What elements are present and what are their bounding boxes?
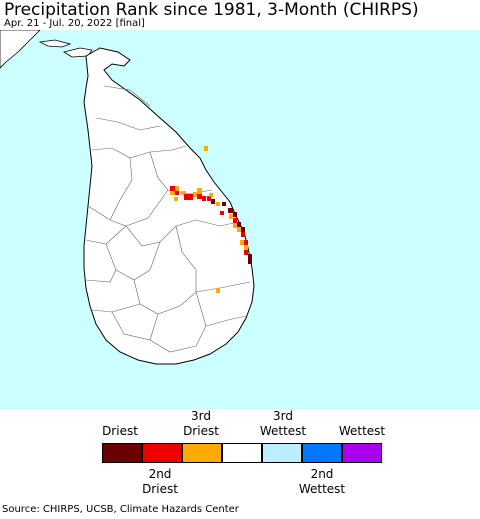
legend-label-2nd-wettest: 2nd Wettest	[298, 467, 346, 496]
legend-swatch-3rd-driest	[182, 443, 222, 463]
map-title: Precipitation Rank since 1981, 3-Month (…	[4, 0, 419, 20]
map-panel	[0, 29, 480, 409]
legend-swatch-wettest	[342, 443, 382, 463]
ocean	[0, 30, 480, 409]
legend-swatch-driest	[102, 443, 142, 463]
india-coast	[0, 29, 41, 69]
rank-pixels	[170, 146, 252, 293]
legend-label-wettest: Wettest	[338, 424, 386, 438]
map-subtitle: Apr. 21 - Jul. 20, 2022 [final]	[4, 18, 145, 29]
legend-label-3rd-driest: 3rd Driest	[183, 409, 219, 438]
legend: Driest 3rd Driest 3rd Wettest Wettest 2n…	[0, 409, 480, 501]
mannar-island	[38, 39, 72, 48]
source-credit: Source: CHIRPS, UCSB, Climate Hazards Ce…	[2, 504, 239, 515]
sri-lanka-map	[0, 29, 480, 409]
legend-swatch-3rd-wettest	[262, 443, 302, 463]
legend-label-2nd-driest: 2nd Driest	[142, 467, 178, 496]
district-borders	[85, 85, 251, 353]
legend-label-3rd-wettest: 3rd Wettest	[259, 409, 307, 438]
jaffna-islands	[62, 47, 93, 58]
legend-swatch-2nd-wettest	[302, 443, 342, 463]
sri-lanka-landmass	[83, 47, 255, 365]
legend-swatch-2nd-driest	[142, 443, 182, 463]
legend-label-driest: Driest	[102, 424, 138, 438]
legend-swatch-normal	[222, 443, 262, 463]
